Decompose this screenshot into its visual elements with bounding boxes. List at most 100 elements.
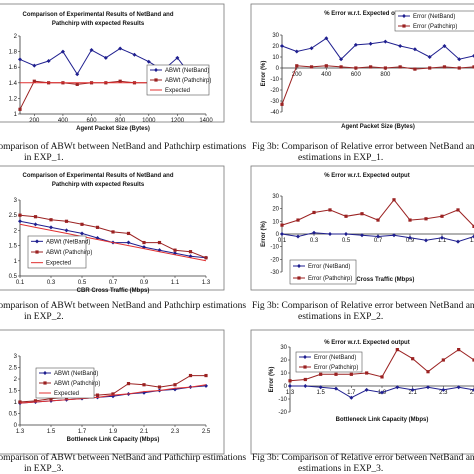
figure-caption-line: Fig 3b: Comparison of Relative error bet… bbox=[252, 452, 474, 463]
figure-caption-line: in EXP_1. bbox=[24, 153, 64, 163]
y-tick-label: 20 bbox=[272, 44, 279, 50]
data-point-square bbox=[365, 371, 369, 375]
data-point-square bbox=[334, 372, 338, 376]
x-tick-label: 2.5 bbox=[202, 429, 211, 435]
data-point-square bbox=[296, 218, 300, 222]
data-point-square bbox=[95, 225, 100, 229]
x-tick-label: 0.9 bbox=[140, 280, 149, 286]
legend-swatch-diamond bbox=[303, 355, 307, 359]
data-point-diamond bbox=[49, 225, 53, 230]
data-point-diamond bbox=[132, 52, 137, 57]
data-point-diamond bbox=[383, 39, 388, 44]
data-point-diamond bbox=[353, 42, 358, 47]
data-point-diamond bbox=[441, 387, 446, 392]
chart-panel-2: % Error w.r.t. Expected output -40 -30 -20 -… bbox=[250, 3, 474, 130]
chart-title-line: % Error w.r.t. Expected output bbox=[324, 340, 409, 346]
data-point-diamond bbox=[456, 385, 461, 390]
y-tick-label: 1.5 bbox=[9, 389, 18, 395]
data-point-square bbox=[18, 213, 22, 217]
chart-title-line: % Error w.r.t. Expected output bbox=[324, 173, 409, 179]
legend-entry-label: ABWt (Pathchirp) bbox=[165, 78, 211, 84]
data-point-square bbox=[142, 240, 146, 245]
y-tick-label: 1.6 bbox=[9, 65, 18, 71]
y-tick-label: 3 bbox=[14, 198, 18, 204]
data-point-square bbox=[349, 372, 353, 376]
legend-entry-label: ABWt (NetBand) bbox=[46, 239, 90, 245]
data-point-diamond bbox=[412, 47, 417, 52]
data-point-diamond bbox=[395, 385, 400, 390]
data-point-diamond bbox=[80, 231, 84, 236]
data-point-square bbox=[126, 382, 131, 386]
data-point-square bbox=[319, 372, 323, 376]
legend-entry-label: Error (Pathchirp) bbox=[413, 24, 457, 30]
figure-caption-line: estimations in EXP_1. bbox=[298, 153, 383, 163]
data-point-diamond bbox=[457, 57, 462, 62]
data-point-diamond bbox=[303, 384, 308, 388]
x-axis-label: CBR Cross Traffic (Mbps) bbox=[77, 288, 150, 294]
legend-swatch-square bbox=[43, 381, 47, 385]
figure-caption-line: Fig 3b: Comparison of Relative error bet… bbox=[252, 300, 474, 311]
x-tick-label: 0.1 bbox=[16, 280, 25, 286]
chart-panel-5: 0 0.5 1 1.5 2 2.5 3 1.3 1.5 1.7 1.9 2.1 2.3 2.5 Bottle… bbox=[0, 329, 225, 455]
chart-frame bbox=[0, 329, 225, 455]
y-tick-label: 0.5 bbox=[9, 274, 18, 280]
y-tick-label: -10 bbox=[270, 245, 279, 251]
figure-caption-line: Fig 3b: Comparison of Relative error bet… bbox=[252, 141, 474, 152]
data-point-square bbox=[440, 214, 444, 218]
legend-entry-label: ABWt (Pathchirp) bbox=[54, 381, 100, 387]
data-point-square bbox=[288, 379, 292, 383]
series-line-3 bbox=[19, 223, 207, 262]
data-point-diamond bbox=[324, 36, 329, 41]
chart-frame bbox=[0, 3, 225, 123]
y-tick-label: 1.5 bbox=[9, 244, 18, 250]
y-tick-label: 2 bbox=[14, 377, 18, 383]
data-point-square bbox=[428, 66, 432, 70]
legend: Error (NetBand) Error (Pathchirp) bbox=[394, 10, 474, 32]
data-point-square bbox=[280, 223, 284, 227]
chart-title-line: Pathchirp with expected Results bbox=[52, 182, 145, 188]
legend-box bbox=[289, 259, 357, 285]
data-point-square bbox=[142, 383, 146, 387]
legend-entry-label: Error (Pathchirp) bbox=[314, 365, 358, 371]
legend-swatch-diamond bbox=[402, 14, 406, 18]
y-tick-label: 1 bbox=[14, 259, 18, 265]
data-point-diamond bbox=[376, 234, 380, 239]
legend-entry-label: Error (NetBand) bbox=[308, 264, 350, 270]
legend: ABWt (NetBand) ABWt (Pathchirp) Expected bbox=[146, 64, 211, 96]
data-point-diamond bbox=[309, 46, 314, 51]
data-point-square bbox=[173, 383, 177, 387]
data-point-diamond bbox=[118, 46, 123, 51]
data-point-diamond bbox=[380, 390, 384, 395]
x-tick-label: 2.5 bbox=[470, 390, 474, 396]
data-point-square bbox=[188, 373, 193, 378]
chart-frame bbox=[250, 165, 474, 291]
x-tick-label: 600 bbox=[351, 72, 362, 78]
chart-panel-1: Comparison of Experimental Results of Ne… bbox=[0, 3, 225, 132]
data-point-diamond bbox=[344, 232, 348, 236]
data-point-diamond bbox=[33, 222, 38, 227]
x-tick-label: 800 bbox=[115, 118, 126, 124]
x-tick-label: 800 bbox=[380, 72, 391, 78]
y-tick-label: 2.5 bbox=[9, 366, 18, 372]
data-point-square bbox=[280, 102, 284, 106]
legend-swatch-diamond bbox=[154, 68, 158, 72]
chart-panel-3: Comparison of Experimental Results of Ne… bbox=[0, 165, 225, 294]
legend-swatch-diamond bbox=[297, 264, 301, 268]
x-tick-label: 0.5 bbox=[342, 238, 351, 244]
data-point-diamond bbox=[32, 63, 37, 68]
data-point-square bbox=[33, 399, 38, 403]
data-point-diamond bbox=[408, 235, 412, 240]
y-axis-label: Error (%) bbox=[261, 61, 267, 87]
y-tick-label: 10 bbox=[272, 55, 279, 61]
data-point-square bbox=[32, 79, 36, 83]
data-point-diamond bbox=[146, 59, 151, 64]
data-point-square bbox=[392, 198, 396, 202]
data-point-diamond bbox=[318, 385, 323, 390]
data-point-square bbox=[309, 65, 314, 69]
chart-title-line: % Error w.r.t. Expected output bbox=[324, 11, 409, 17]
data-point-diamond bbox=[288, 384, 292, 388]
x-tick-label: 0.7 bbox=[109, 280, 118, 286]
legend-swatch-square bbox=[154, 78, 158, 82]
data-point-square bbox=[395, 348, 399, 352]
data-point-square bbox=[344, 214, 348, 218]
